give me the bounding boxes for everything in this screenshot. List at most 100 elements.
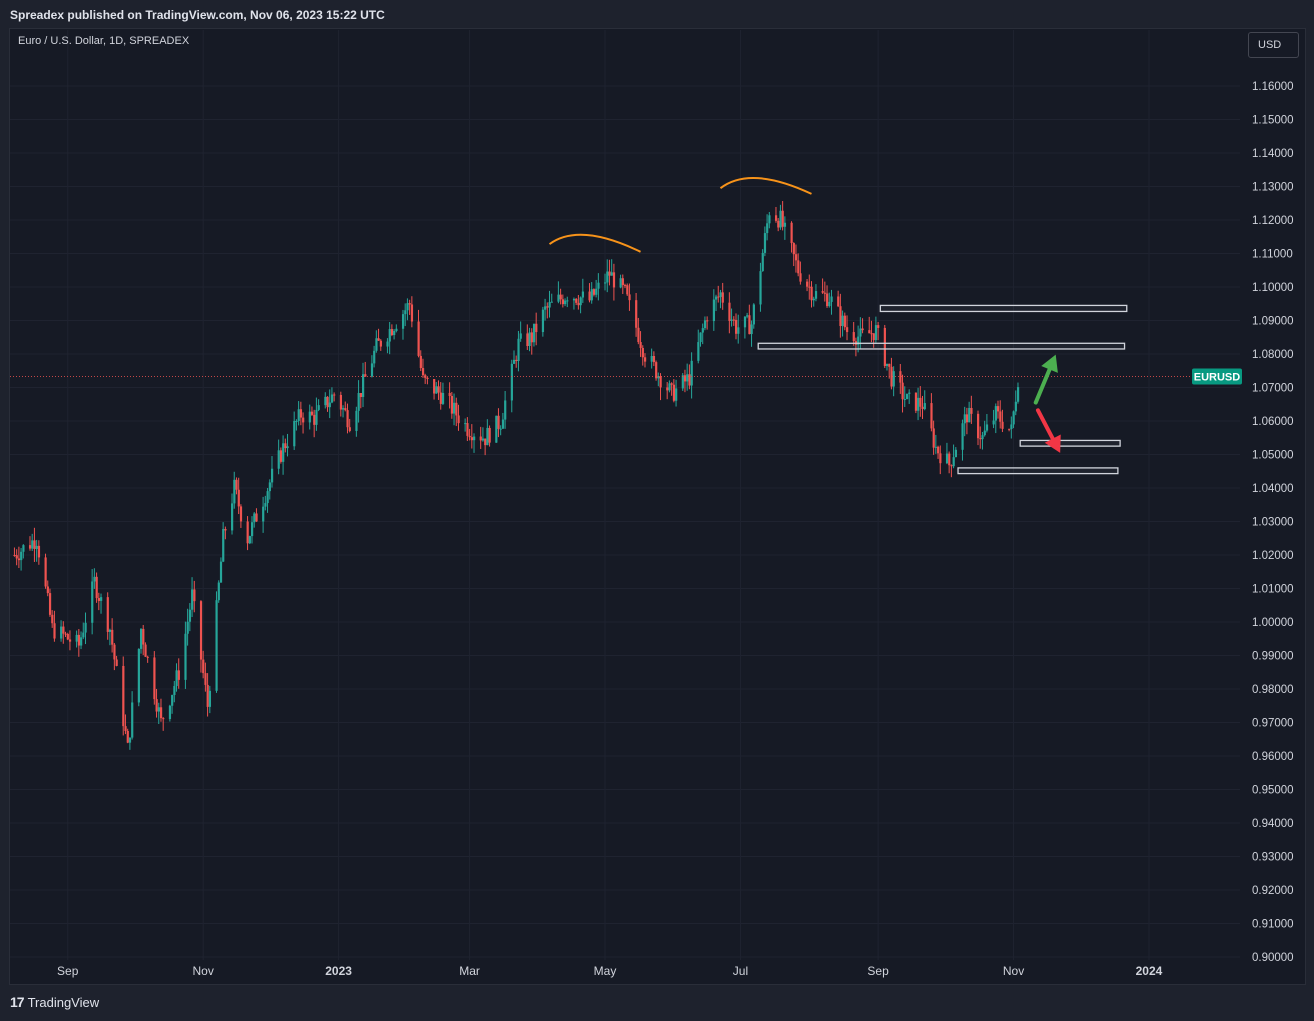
candle-body <box>330 394 334 403</box>
candle-body <box>650 355 653 362</box>
candle-body <box>655 362 658 379</box>
candle-body <box>604 282 607 284</box>
candle-body <box>888 363 891 367</box>
candle-body <box>17 558 21 561</box>
publisher-text: Spreadex published on TradingView.com, N… <box>10 8 385 22</box>
y-tick-label: 0.99000 <box>1252 651 1294 663</box>
candle-body <box>239 506 243 522</box>
symbol-label: Euro / U.S. Dollar, 1D, SPREADEX <box>18 35 190 47</box>
y-tick-label: 1.13000 <box>1252 182 1294 194</box>
x-tick-label: Sep <box>867 964 889 978</box>
candle-body <box>777 220 780 228</box>
price-chart[interactable]: EURUSD 1.16000 1.15000 1.14000 1.13000 1.120… <box>0 0 1314 985</box>
candle-body <box>22 545 25 552</box>
candle-body <box>286 446 289 449</box>
candle-body <box>557 294 560 302</box>
candle-body <box>519 333 522 339</box>
candle-body <box>721 292 724 303</box>
y-tick-label: 1.08000 <box>1252 349 1294 361</box>
candle-body <box>870 333 873 335</box>
candle-body <box>95 576 98 599</box>
candle-body <box>763 233 767 253</box>
candle-body <box>672 384 676 401</box>
candle-body <box>965 414 969 423</box>
left-shoulder-arc <box>548 233 641 253</box>
candle-body <box>624 285 627 287</box>
currency-button[interactable]: USD <box>1248 32 1299 58</box>
candle-body <box>839 306 842 326</box>
candle-body <box>535 323 538 333</box>
candle-body <box>1010 424 1013 430</box>
candle-body <box>561 299 565 305</box>
bullish-arrow-head <box>1041 354 1058 373</box>
candle-body <box>82 632 85 638</box>
y-tick-label: 1.16000 <box>1252 81 1294 93</box>
candle-body <box>168 705 172 720</box>
candle-body <box>100 597 103 601</box>
candle-body <box>162 718 165 720</box>
candle-body <box>193 589 196 602</box>
candle-body <box>592 289 596 295</box>
candle-body <box>357 393 360 411</box>
candle-body <box>233 479 236 504</box>
candle-body <box>510 363 513 401</box>
y-tick-label: 0.92000 <box>1252 885 1294 897</box>
support-zone-upper <box>1019 439 1121 447</box>
candle-body <box>199 601 203 660</box>
y-tick-label: 1.01000 <box>1252 584 1294 596</box>
candle-body <box>324 396 327 406</box>
candle-body <box>346 410 349 428</box>
candle-body <box>375 338 378 351</box>
candle-body <box>512 359 516 364</box>
candle-body <box>541 309 545 333</box>
y-tick-label: 1.14000 <box>1252 148 1294 160</box>
candle-body <box>750 324 753 335</box>
candle-body <box>93 576 96 582</box>
candle-body <box>171 695 174 706</box>
candle-body <box>572 298 576 301</box>
candle-body <box>559 294 562 300</box>
candle-body <box>328 402 331 408</box>
candle-body <box>746 315 749 317</box>
candle-body <box>937 446 940 454</box>
candle-body <box>282 443 285 462</box>
candle-body <box>235 479 238 490</box>
candle-body <box>453 402 456 414</box>
candle-body <box>994 406 997 421</box>
candle-body <box>588 291 591 301</box>
candle-body <box>224 529 227 531</box>
chart-panel[interactable] <box>9 28 1306 985</box>
candle-body <box>823 292 827 294</box>
candle-body <box>419 355 422 369</box>
candle-body <box>470 437 474 441</box>
candle-body <box>683 375 687 382</box>
candle-body <box>837 296 840 307</box>
candle-body <box>737 327 740 334</box>
candle-body <box>308 411 311 423</box>
candle-body <box>237 489 240 507</box>
candle-body <box>266 491 269 504</box>
candle-body <box>903 399 906 401</box>
y-tick-label: 1.10000 <box>1252 282 1294 294</box>
tradingview-logo[interactable]: 17 TradingView <box>10 994 99 1010</box>
candle-body <box>703 320 707 329</box>
candle-body <box>362 374 365 397</box>
candle-body <box>606 271 609 283</box>
candle-body <box>641 347 644 358</box>
candle-body <box>666 387 669 391</box>
candle-body <box>33 540 36 549</box>
candle-body <box>284 443 287 449</box>
candle-body <box>996 406 1000 412</box>
candle-body <box>530 332 533 343</box>
candle-body <box>590 289 593 301</box>
candle-body <box>581 291 585 298</box>
candle-body <box>299 409 303 418</box>
candle-body <box>810 286 813 301</box>
candle-body <box>575 298 578 303</box>
candle-body <box>979 438 982 440</box>
candle-body <box>348 427 351 431</box>
candle-body <box>797 260 800 274</box>
candle-body <box>766 223 769 234</box>
candle-body <box>717 296 720 298</box>
candle-body <box>421 368 425 376</box>
